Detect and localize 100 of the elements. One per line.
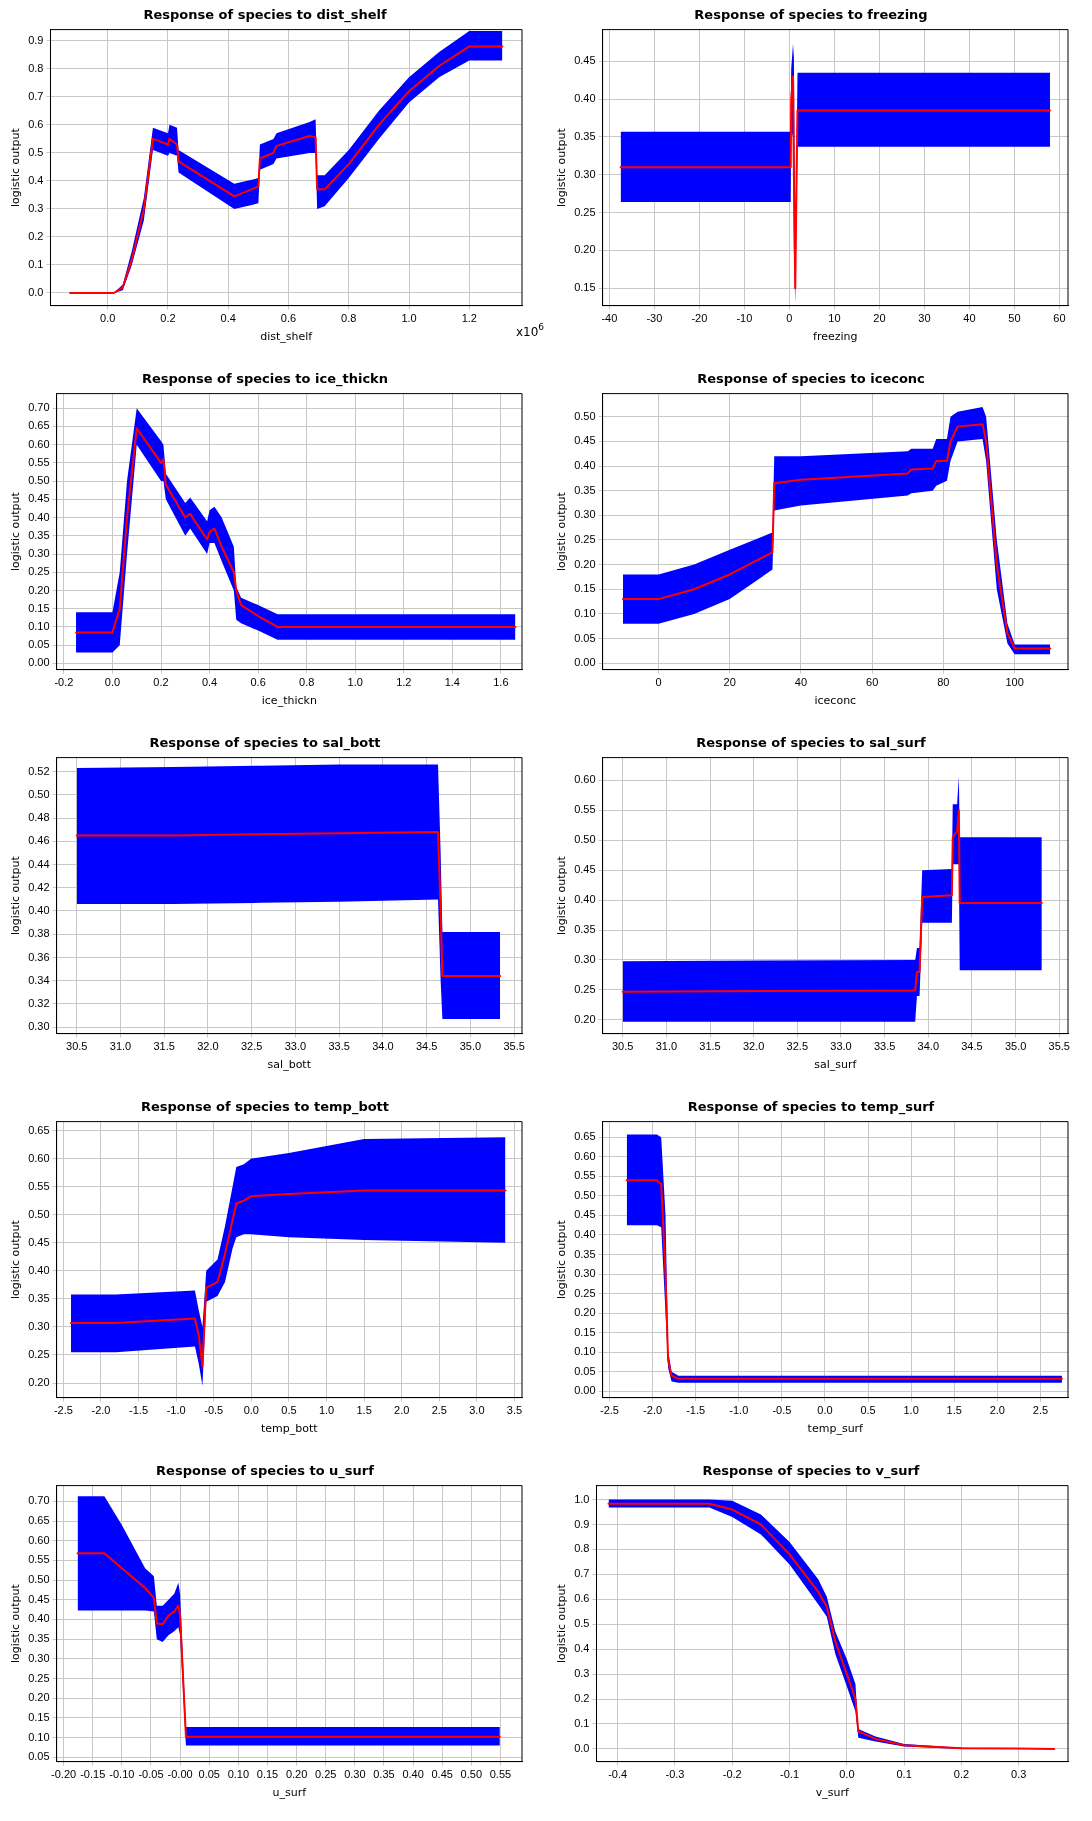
x-axis-title: temp_bott [260, 1422, 319, 1436]
y-tick-label: 0.50 [28, 1573, 50, 1586]
y-tick-label: 0.2 [574, 1692, 590, 1705]
x-tick-label: 0.25 [315, 1768, 337, 1781]
x-tick-label: 60 [866, 676, 879, 689]
y-tick-label: 0.65 [28, 419, 50, 432]
y-tick-label: 0.30 [574, 508, 596, 521]
x-tick-label: 0.30 [344, 1768, 366, 1781]
y-tick-label: 0.15 [28, 1710, 50, 1723]
x-tick-label: 0.35 [373, 1768, 395, 1781]
y-tick-label: 0.6 [574, 1592, 590, 1605]
x-tick-label: 32.5 [786, 1040, 809, 1053]
x-tick-label: 1.5 [946, 1404, 962, 1417]
x-tick-label: 0.0 [100, 312, 116, 325]
x-tick-label: 100 [1005, 676, 1024, 689]
x-tick-label: 1.6 [493, 676, 509, 689]
y-tick-label: 0.46 [28, 834, 50, 847]
x-tick-label: -1.5 [129, 1404, 149, 1417]
x-tick-label: 30 [918, 312, 931, 325]
x-tick-label: 0.05 [198, 1768, 220, 1781]
y-tick-label: 0.60 [574, 1149, 596, 1162]
x-tick-label: 0.0 [817, 1404, 833, 1417]
x-tick-label: 0.8 [341, 312, 357, 325]
x-tick-label: 33.5 [873, 1040, 896, 1053]
x-tick-label: 34.5 [961, 1040, 983, 1053]
y-tick-label: 0.40 [574, 459, 596, 472]
x-tick-label: 33.0 [284, 1040, 307, 1053]
y-tick-label: 0.45 [28, 492, 50, 505]
y-tick-label: 0.60 [28, 1151, 50, 1164]
x-tick-label: 35.5 [1048, 1040, 1070, 1053]
x-tick-label: 0.15 [256, 1768, 279, 1781]
y-tick-label: 0.35 [574, 483, 596, 496]
x-tick-label: 2.0 [989, 1404, 1005, 1417]
y-tick-label: 0.30 [28, 1020, 50, 1033]
x-tick-label: 2.5 [431, 1404, 447, 1417]
x-tick-label: 1.4 [444, 676, 460, 689]
y-tick-label: 0.20 [574, 243, 596, 256]
y-tick-label: 0.65 [28, 1123, 50, 1136]
y-tick-label: 0.60 [28, 437, 50, 450]
x-tick-label: 0.50 [460, 1768, 483, 1781]
y-tick-label: 0.50 [28, 474, 50, 487]
y-tick-label: 0.44 [28, 857, 50, 870]
x-tick-label: -1.0 [166, 1404, 186, 1417]
x-tick-label: 0.5 [860, 1404, 876, 1417]
y-tick-label: 0.55 [574, 803, 596, 816]
x-tick-label: 0.0 [104, 676, 121, 689]
y-tick-label: 0.20 [574, 557, 596, 570]
x-tick-label: 35.0 [459, 1040, 482, 1053]
y-axis-title: logistic output [555, 491, 569, 571]
y-tick-label: 1.0 [574, 1492, 590, 1505]
chart-title: Response of species to temp_bott [140, 1099, 390, 1116]
x-tick-label: -0.5 [204, 1404, 224, 1417]
y-tick-label: 0.15 [574, 582, 596, 595]
y-tick-label: 0.45 [574, 434, 596, 447]
x-tick-label: 0.45 [431, 1768, 453, 1781]
y-tick-label: 0.25 [28, 565, 50, 578]
x-tick-label: 0.4 [220, 312, 236, 325]
x-tick-label: 0.2 [160, 312, 176, 325]
x-tick-label: -2.5 [600, 1404, 619, 1417]
y-axis-title: logistic output [555, 127, 569, 207]
x-tick-label: 32.5 [240, 1040, 263, 1053]
chart-title: Response of species to freezing [694, 7, 928, 23]
chart-title: Response of species to u_surf [156, 1463, 375, 1480]
x-tick-label: 30.5 [611, 1040, 634, 1053]
x-tick-label: 40 [963, 312, 976, 325]
y-tick-label: 0.45 [28, 1592, 50, 1605]
y-tick-label: 0.50 [28, 1207, 50, 1220]
y-tick-label: 0.0 [28, 286, 44, 299]
y-tick-label: 0.25 [574, 982, 596, 995]
y-tick-label: 0.45 [574, 863, 596, 876]
x-tick-label: 10 [828, 312, 841, 325]
x-axis-title: freezing [813, 330, 858, 344]
x-tick-label: 0 [786, 312, 793, 325]
y-tick-label: 0.25 [28, 1671, 50, 1684]
y-tick-label: 0.15 [28, 601, 50, 614]
y-tick-label: 0.4 [28, 173, 44, 186]
y-tick-label: 0.20 [28, 1376, 50, 1389]
x-tick-label: 0.6 [280, 312, 297, 325]
x-tick-label: 1.0 [903, 1404, 919, 1417]
x-tick-label: 32.0 [742, 1040, 765, 1053]
y-tick-label: 0.35 [574, 130, 596, 143]
x-tick-label: 31.0 [655, 1040, 678, 1053]
x-tick-label: -0.4 [608, 1768, 628, 1781]
x-tick-label: -0.05 [138, 1768, 164, 1781]
x-tick-label: 3.5 [506, 1404, 523, 1417]
x-tick-label: 31.5 [153, 1040, 175, 1053]
y-tick-label: 0.00 [574, 1384, 596, 1397]
y-tick-label: 0.55 [28, 455, 50, 468]
x-tick-label: 0.3 [1011, 1768, 1027, 1781]
y-tick-label: 0.42 [28, 880, 50, 893]
y-tick-label: 0.25 [574, 533, 596, 546]
x-tick-label: 0.55 [489, 1768, 512, 1781]
y-tick-label: 0.65 [574, 1130, 596, 1143]
x-tick-label: 1.2 [396, 676, 412, 689]
x-tick-label: 31.5 [699, 1040, 721, 1053]
x-tick-label: 50 [1008, 312, 1021, 325]
y-tick-label: 0.00 [28, 656, 50, 669]
x-tick-label: 0.5 [281, 1404, 297, 1417]
y-axis-title: logistic output [9, 491, 23, 571]
x-tick-label: 0.1 [896, 1768, 912, 1781]
